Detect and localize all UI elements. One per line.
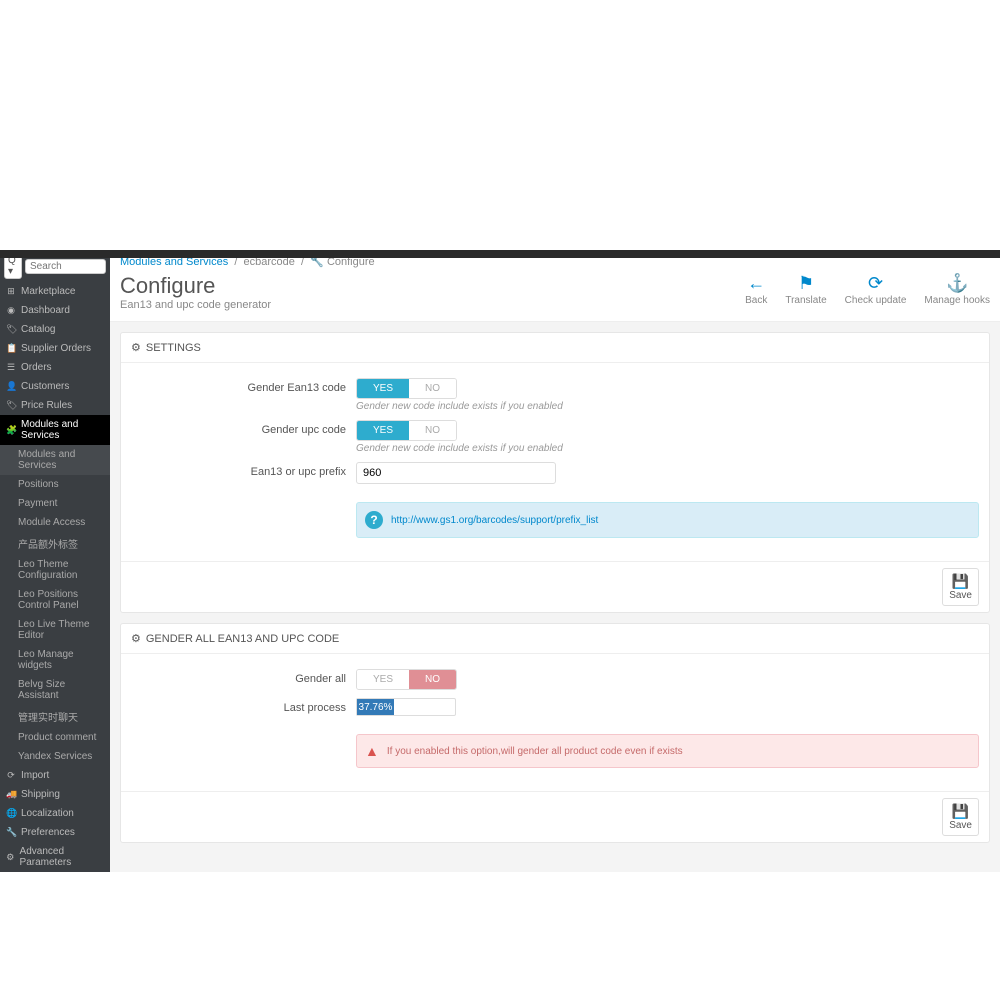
upc-yes[interactable]: YES — [357, 421, 409, 440]
info-link[interactable]: http://www.gs1.org/barcodes/support/pref… — [391, 515, 598, 526]
upc-switch[interactable]: YES NO — [356, 420, 457, 441]
submenu-item[interactable]: Leo Positions Control Panel — [0, 585, 110, 615]
menu-icon: 🔧 — [6, 827, 16, 838]
all-label: Gender all — [131, 669, 356, 685]
menu-icon: ◉ — [6, 305, 16, 316]
translate-button[interactable]: ⚑Translate — [785, 273, 826, 306]
sidebar-item-advanced-parameters[interactable]: ⚙Advanced Parameters — [0, 842, 110, 872]
manage-hooks-button[interactable]: ⚓Manage hooks — [924, 273, 990, 306]
submenu-item[interactable]: Modules and Services — [0, 445, 110, 475]
ean13-switch[interactable]: YES NO — [356, 378, 457, 399]
progress-bar: 37.76% — [356, 698, 456, 716]
menu-icon: 🚚 — [6, 789, 16, 800]
submenu-item[interactable]: 产品额外标签 — [0, 532, 110, 555]
settings-panel: ⚙ SETTINGS Gender Ean13 code YES NO Gend… — [120, 332, 990, 613]
sidebar-item-shipping[interactable]: 🚚Shipping — [0, 785, 110, 804]
upc-label: Gender upc code — [131, 420, 356, 436]
warning-icon: ▲ — [365, 743, 379, 759]
translate-icon: ⚑ — [785, 273, 826, 294]
ean13-help: Gender new code include exists if you en… — [356, 401, 979, 412]
check update-icon: ⟳ — [845, 273, 907, 294]
all-switch[interactable]: YES NO — [356, 669, 457, 690]
submenu-item[interactable]: Module Access — [0, 513, 110, 532]
main-content: Modules and Services / ecbarcode / 🔧 Con… — [110, 250, 1000, 872]
warning-alert: ▲ If you enabled this option,will gender… — [356, 734, 979, 768]
upc-help: Gender new code include exists if you en… — [356, 443, 979, 454]
ean13-label: Gender Ean13 code — [131, 378, 356, 394]
ean13-yes[interactable]: YES — [357, 379, 409, 398]
submenu-item[interactable]: Leo Theme Configuration — [0, 555, 110, 585]
app-wrapper: Q ▾ ⊞Marketplace◉Dashboard🏷Catalog📋Suppl… — [0, 250, 1000, 872]
all-yes[interactable]: YES — [357, 670, 409, 689]
sidebar-item-localization[interactable]: 🌐Localization — [0, 804, 110, 823]
menu-icon: ⊞ — [6, 286, 16, 297]
manage hooks-icon: ⚓ — [924, 273, 990, 294]
back-button[interactable]: ←Back — [745, 273, 767, 306]
sidebar-item-customers[interactable]: 👤Customers — [0, 377, 110, 396]
menu-icon: 🌐 — [6, 808, 16, 819]
top-navbar — [0, 250, 1000, 258]
menu-icon: 📋 — [6, 343, 16, 354]
page-title: Configure — [120, 273, 271, 299]
info-alert: ? http://www.gs1.org/barcodes/support/pr… — [356, 502, 979, 538]
info-icon: ? — [365, 511, 383, 529]
process-label: Last process — [131, 698, 356, 714]
upc-no[interactable]: NO — [409, 421, 456, 440]
menu-icon: 👤 — [6, 381, 16, 392]
submenu-item[interactable]: Belvg Size Assistant — [0, 675, 110, 705]
submenu-item[interactable]: Payment — [0, 494, 110, 513]
back-icon: ← — [745, 273, 767, 294]
progress-fill: 37.76% — [357, 699, 394, 715]
menu-icon: 🏷 — [6, 400, 16, 411]
menu-icon: ⟳ — [6, 770, 16, 781]
sidebar-item-price-rules[interactable]: 🏷Price Rules — [0, 396, 110, 415]
search-input[interactable] — [25, 259, 106, 274]
menu-icon: 🧩 — [6, 425, 16, 436]
sidebar-item-preferences[interactable]: 🔧Preferences — [0, 823, 110, 842]
save-button[interactable]: 💾Save — [942, 568, 979, 606]
submenu-item[interactable]: Yandex Services — [0, 747, 110, 766]
save-button-2[interactable]: 💾Save — [942, 798, 979, 836]
submenu-item[interactable]: Leo Manage widgets — [0, 645, 110, 675]
gender-all-panel: ⚙ GENDER ALL EAN13 AND UPC CODE Gender a… — [120, 623, 990, 843]
sidebar-item-catalog[interactable]: 🏷Catalog — [0, 320, 110, 339]
sidebar-item-dashboard[interactable]: ◉Dashboard — [0, 301, 110, 320]
submenu-item[interactable]: Product comment — [0, 728, 110, 747]
save-icon: 💾 — [949, 573, 972, 590]
gender-all-heading: ⚙ GENDER ALL EAN13 AND UPC CODE — [121, 624, 989, 654]
sidebar-item-modules-and-services[interactable]: 🧩Modules and Services — [0, 415, 110, 445]
all-no[interactable]: NO — [409, 670, 456, 689]
menu-icon: ☰ — [6, 362, 16, 373]
prefix-input[interactable] — [356, 462, 556, 484]
ean13-no[interactable]: NO — [409, 379, 456, 398]
menu-icon: ⚙ — [6, 852, 15, 863]
sidebar-item-import[interactable]: ⟳Import — [0, 766, 110, 785]
menu-icon: 🏷 — [6, 324, 16, 335]
sidebar-item-supplier-orders[interactable]: 📋Supplier Orders — [0, 339, 110, 358]
page-header: Configure Ean13 and upc code generator ←… — [110, 273, 1000, 322]
submenu-item[interactable]: Positions — [0, 475, 110, 494]
page-subtitle: Ean13 and upc code generator — [120, 299, 271, 311]
save-icon: 💾 — [949, 803, 972, 820]
check-update-button[interactable]: ⟳Check update — [845, 273, 907, 306]
sidebar-item-orders[interactable]: ☰Orders — [0, 358, 110, 377]
settings-heading: ⚙ SETTINGS — [121, 333, 989, 363]
prefix-label: Ean13 or upc prefix — [131, 462, 356, 478]
sidebar-item-marketplace[interactable]: ⊞Marketplace — [0, 282, 110, 301]
toolbar: ←Back ⚑Translate ⟳Check update ⚓Manage hook… — [745, 273, 990, 306]
sidebar: Q ▾ ⊞Marketplace◉Dashboard🏷Catalog📋Suppl… — [0, 250, 110, 872]
submenu-item[interactable]: 管理实时聊天 — [0, 705, 110, 728]
submenu-item[interactable]: Leo Live Theme Editor — [0, 615, 110, 645]
